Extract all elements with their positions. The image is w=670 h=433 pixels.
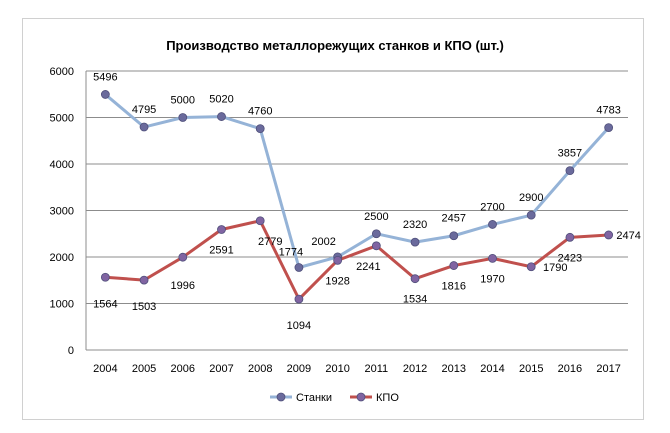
series-0-point — [371, 229, 381, 239]
x-tick-label: 2008 — [248, 363, 272, 375]
series-0-data-label: 4795 — [132, 104, 156, 116]
series-1-data-label: 1564 — [93, 298, 117, 310]
series-0-data-label: 5000 — [171, 95, 195, 107]
y-tick-label: 3000 — [50, 206, 74, 218]
legend-label: Станки — [296, 392, 332, 404]
series-0-data-label: 2500 — [364, 211, 388, 223]
series-1-data-label: 1503 — [132, 301, 156, 313]
grid-lines — [85, 70, 628, 351]
series-0-point — [100, 90, 110, 99]
series-1-point — [449, 261, 459, 270]
series-0-point — [178, 113, 188, 122]
y-tick-label: 2000 — [50, 252, 74, 264]
series-1-point — [604, 230, 614, 240]
y-tick-label: 1000 — [50, 299, 74, 311]
y-tick-label: 0 — [68, 345, 74, 357]
series-1-data-label: 2779 — [258, 236, 282, 248]
series-0-data-label: 2900 — [519, 192, 543, 204]
legend: Станки КПО — [270, 392, 399, 404]
y-tick-label: 5000 — [50, 113, 74, 125]
series-1-data-label: 1790 — [543, 262, 567, 274]
x-tick-label: 2006 — [171, 363, 195, 375]
data-labels: 5496 4795 5000 5020 4760 1774 2002 2500 2320 2457… — [93, 71, 641, 332]
series-1-data-label: 1534 — [403, 294, 427, 306]
series-1-point — [488, 253, 497, 263]
series-layer — [100, 90, 614, 304]
x-tick-label: 2013 — [442, 363, 466, 375]
series-1-data-label: 2474 — [616, 230, 640, 242]
chart-title: Производство металлорежущих станков и КП… — [166, 38, 504, 53]
x-tick-label: 2007 — [209, 363, 233, 375]
y-axis-ticks: 0 1000 2000 3000 4000 5000 6000 — [50, 66, 74, 357]
series-0-data-label: 5020 — [209, 94, 233, 106]
series-1-data-label: 2241 — [356, 261, 380, 273]
series-0-data-label: 1774 — [279, 247, 303, 259]
legend-swatch-marker — [356, 392, 366, 402]
series-0-data-label: 4760 — [248, 106, 272, 118]
chart-frame — [22, 18, 644, 420]
x-tick-label: 2016 — [558, 363, 582, 375]
y-tick-label: 6000 — [50, 66, 74, 78]
series-0-data-label: 2700 — [480, 201, 504, 213]
series-0-data-label: 3857 — [558, 148, 582, 160]
series-1-point — [255, 216, 265, 226]
series-1-point — [139, 275, 149, 285]
x-tick-label: 2009 — [287, 363, 311, 375]
x-tick-label: 2010 — [325, 363, 349, 375]
x-tick-label: 2004 — [93, 363, 117, 375]
x-tick-label: 2005 — [132, 363, 156, 375]
series-0-data-label: 2457 — [442, 213, 466, 225]
series-0-point — [565, 166, 575, 176]
series-0-point — [488, 220, 497, 229]
series-1-point — [217, 225, 226, 234]
series-0-point — [410, 237, 420, 247]
series-0-point — [217, 112, 226, 121]
series-1-point — [178, 252, 188, 262]
series-0-point — [139, 122, 149, 132]
series-1-point — [410, 274, 420, 284]
series-1-data-label: 1816 — [442, 281, 466, 293]
legend-label: КПО — [376, 392, 399, 404]
series-0-data-label: 2002 — [311, 236, 335, 248]
series-0-point — [294, 263, 304, 272]
series-0-point — [449, 231, 459, 241]
series-1-point — [100, 272, 110, 282]
series-1-data-label: 1094 — [287, 320, 311, 332]
x-tick-label: 2012 — [403, 363, 427, 375]
series-1-data-label: 1970 — [480, 273, 504, 285]
x-tick-label: 2014 — [480, 363, 504, 375]
series-1-data-label: 2591 — [209, 245, 233, 257]
series-0-point — [604, 123, 614, 132]
x-tick-label: 2015 — [519, 363, 543, 375]
series-1-point — [565, 232, 575, 242]
series-0-data-label: 2320 — [403, 219, 427, 231]
series-1-data-label: 1996 — [171, 280, 195, 292]
series-line-1 — [105, 219, 609, 301]
series-1-data-label: 1928 — [325, 275, 349, 287]
series-0-data-label: 5496 — [93, 71, 117, 83]
series-0-data-label: 4783 — [596, 105, 620, 117]
x-tick-label: 2017 — [596, 363, 620, 375]
series-0-point — [255, 124, 265, 134]
series-1-point — [526, 262, 536, 272]
y-tick-label: 4000 — [50, 159, 74, 171]
series-1-point — [294, 294, 304, 304]
series-1-point — [371, 241, 381, 251]
series-1-data-label: 2423 — [558, 252, 582, 264]
series-line-0 — [104, 93, 610, 270]
x-tick-label: 2011 — [365, 363, 389, 375]
series-0-point — [526, 210, 536, 220]
series-1-point — [333, 255, 343, 265]
legend-swatch-marker — [276, 392, 286, 402]
x-axis-ticks: 2004 2005 2006 2007 2008 2009 2010 2011 2012 2013… — [93, 363, 621, 375]
